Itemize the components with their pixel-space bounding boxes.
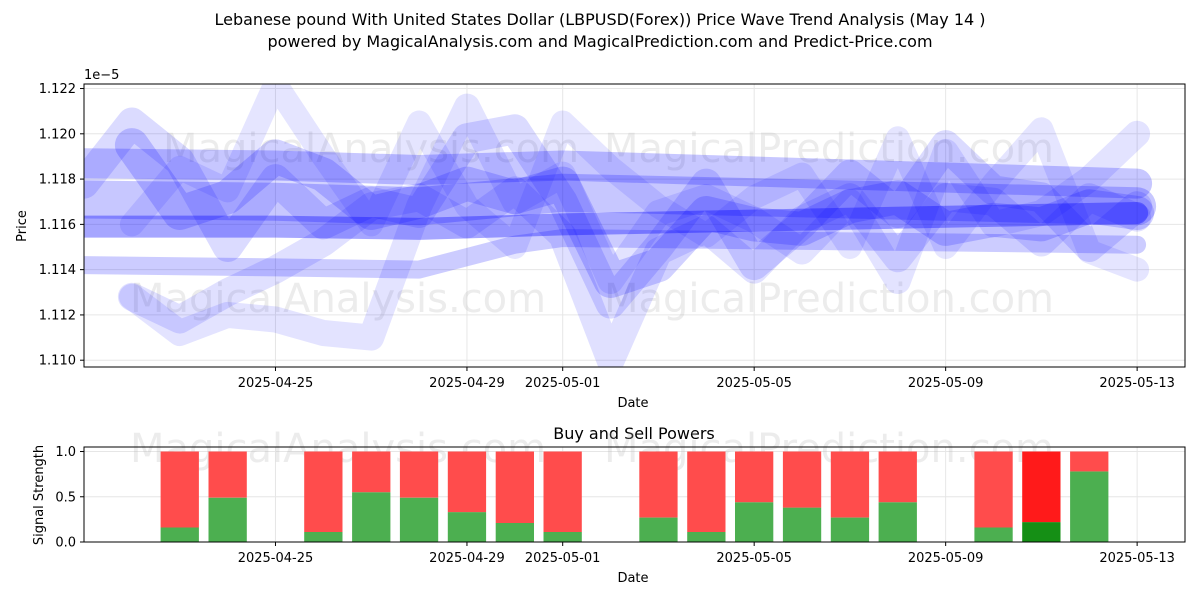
buy-bar [974, 527, 1013, 542]
chart-title: Lebanese pound With United States Dollar… [214, 10, 986, 29]
watermark-analysis-mid: MagicalAnalysis.com [130, 276, 546, 322]
sell-bar [447, 451, 487, 513]
sell-bar [399, 451, 439, 498]
sell-bar [304, 451, 343, 532]
signal-y-tick-label: 1.0 [55, 445, 76, 460]
sell-bar [878, 451, 917, 503]
sell-bar [208, 451, 247, 498]
price-y-tick-label: 1.112 [39, 308, 76, 323]
signal-x-tick-label: 2025-05-09 [908, 551, 984, 566]
buy-bar [304, 532, 343, 542]
price-plot-area [84, 84, 1185, 367]
price-x-tick-label: 2025-05-09 [908, 376, 984, 391]
y-offset-label: 1e−5 [84, 68, 119, 83]
sell-bar [974, 451, 1013, 528]
price-y-tick-label: 1.116 [39, 218, 76, 233]
buy-bar [495, 523, 534, 542]
buy-bar [399, 497, 439, 542]
price-x-axis-label: Date [617, 396, 648, 411]
price-grid [84, 84, 1185, 367]
buy-bar [352, 492, 391, 542]
buy-bar [878, 502, 917, 542]
sell-bar [1070, 451, 1109, 472]
buy-bar [782, 507, 822, 542]
wave-band-7 [117, 176, 1152, 367]
wave-band-2 [84, 148, 1153, 199]
signal-axes-frame [83, 446, 1186, 543]
wave-band-8 [118, 93, 1151, 351]
buy-bar [160, 527, 199, 542]
sell-bar [782, 451, 822, 508]
buy-bar [687, 532, 726, 542]
signal-y-axis-label: Signal Strength [32, 445, 47, 545]
price-x-tick-label: 2025-04-29 [429, 376, 505, 391]
price-x-tick-label: 2025-05-05 [716, 376, 792, 391]
wave-band-1 [84, 202, 1149, 240]
buy-bar [447, 512, 487, 542]
buy-bar [1022, 522, 1061, 542]
sell-bar [639, 451, 678, 518]
sell-bar [495, 451, 534, 523]
price-y-tick-label: 1.120 [39, 127, 76, 142]
watermark-prediction-top: MagicalPrediction.com [604, 126, 1054, 172]
buy-bar [1070, 471, 1109, 542]
signal-x-tick-label: 2025-05-01 [525, 551, 601, 566]
buy-bar [639, 517, 678, 542]
price-panel: MagicalAnalysis.com MagicalPrediction.co… [15, 68, 1186, 411]
signal-x-axis-label: Date [617, 571, 648, 586]
wave-band-4 [84, 229, 1147, 279]
signal-chart-title: Buy and Sell Powers [553, 424, 715, 443]
signal-panel: Buy and Sell Powers MagicalAnalysis.com … [32, 424, 1186, 586]
sell-bar [160, 451, 199, 528]
signal-x-ticks: 2025-04-25 2025-04-29 2025-05-01 2025-05-05… [238, 542, 1175, 566]
signal-y-tick-label: 0.5 [55, 490, 76, 505]
sell-bar [1022, 451, 1061, 523]
signal-x-tick-label: 2025-05-05 [716, 551, 792, 566]
signal-y-tick-label: 0.0 [55, 536, 76, 551]
sell-bar [687, 451, 726, 532]
wave-band-9 [119, 84, 1150, 282]
sell-bar [352, 451, 391, 493]
price-x-tick-label: 2025-05-01 [525, 376, 601, 391]
wave-band-5 [114, 128, 1155, 298]
signal-y-ticks: 0.0 0.5 1.0 [55, 445, 84, 551]
signal-bars [160, 451, 1109, 542]
signal-x-tick-label: 2025-04-29 [429, 551, 505, 566]
sell-bar [830, 451, 870, 518]
price-x-tick-label: 2025-05-13 [1099, 376, 1175, 391]
price-y-tick-label: 1.122 [39, 82, 76, 97]
price-y-axis-label: Price [15, 210, 30, 242]
price-x-ticks: 2025-04-25 2025-04-29 2025-05-01 2025-05-05… [238, 367, 1175, 391]
wave-band-6 [84, 107, 1153, 319]
price-y-ticks: 1.110 1.112 1.114 1.116 1.118 1.120 1.122 [39, 82, 84, 369]
buy-bar [735, 502, 774, 542]
watermark-prediction-mid: MagicalPrediction.com [604, 276, 1054, 322]
signal-x-tick-label: 2025-04-25 [238, 551, 314, 566]
price-axes-frame [83, 83, 1186, 368]
price-y-tick-label: 1.118 [39, 173, 76, 188]
chart-subtitle: powered by MagicalAnalysis.com and Magic… [267, 32, 933, 51]
signal-x-tick-label: 2025-05-13 [1099, 551, 1175, 566]
price-y-tick-label: 1.114 [39, 263, 76, 278]
wave-band-3 [84, 173, 1157, 226]
price-x-tick-label: 2025-04-25 [238, 376, 314, 391]
wave-bands [84, 84, 1157, 367]
buy-bar [208, 497, 247, 542]
watermark-analysis-top: MagicalAnalysis.com [163, 126, 579, 172]
price-y-tick-label: 1.110 [39, 354, 76, 369]
buy-bar [830, 517, 870, 542]
sell-bar [735, 451, 774, 503]
sell-bar [543, 451, 582, 532]
buy-bar [543, 532, 582, 542]
